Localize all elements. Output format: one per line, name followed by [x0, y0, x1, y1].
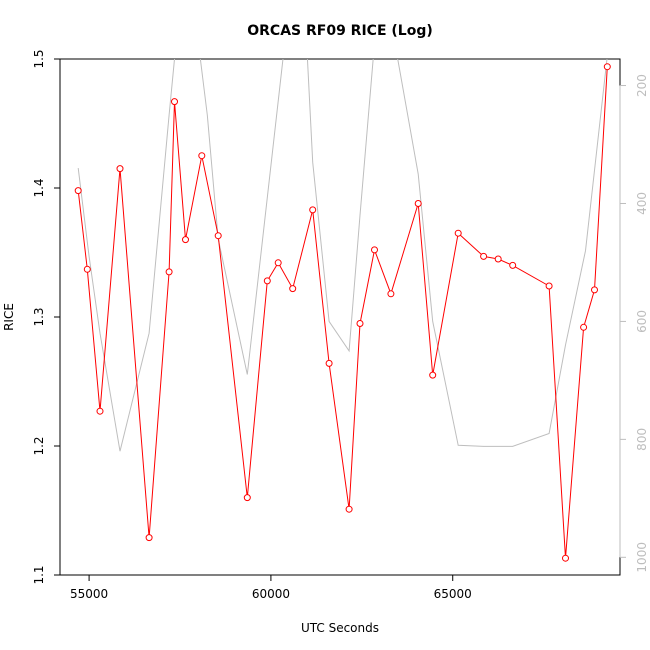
- plot-frame: [59, 58, 621, 576]
- y2-tick-label: 400: [635, 192, 649, 215]
- data-point: [494, 255, 502, 263]
- data-point: [480, 252, 488, 260]
- data-point: [274, 259, 282, 267]
- data-point: [356, 320, 364, 327]
- data-point: [263, 277, 271, 285]
- x-tick-label: 65000: [434, 587, 472, 601]
- data-point: [171, 98, 178, 106]
- y2-tick-label: 600: [635, 310, 649, 333]
- data-point: [562, 554, 569, 562]
- data-point: [345, 505, 353, 513]
- data-point: [414, 200, 422, 207]
- data-point: [325, 359, 333, 367]
- data-point: [214, 232, 222, 240]
- data-point: [145, 534, 153, 542]
- data-point: [454, 229, 462, 237]
- x-tick-label: 55000: [70, 587, 108, 601]
- data-point: [83, 265, 91, 273]
- y2-tick-label: 800: [635, 428, 649, 451]
- data-point: [591, 286, 598, 294]
- data-point: [545, 282, 553, 290]
- x-axis-label: UTC Seconds: [301, 621, 379, 635]
- data-point: [429, 371, 437, 379]
- y-axis-left: 1.1 1.2 1.3 1.4 1.5: [32, 49, 61, 585]
- y-axis-right: 200 400 600 800 1000: [619, 74, 649, 573]
- data-point: [387, 290, 395, 298]
- data-point: [198, 152, 206, 160]
- y-tick-label: 1.4: [32, 178, 46, 197]
- data-point: [603, 63, 611, 71]
- data-point: [116, 165, 124, 173]
- data-point: [74, 187, 82, 195]
- y-tick-label: 1.1: [32, 565, 46, 584]
- chart-title: ORCAS RF09 RICE (Log): [247, 23, 433, 39]
- series-line-primary: [77, 66, 608, 559]
- data-point: [371, 246, 378, 254]
- data-point: [509, 261, 517, 269]
- data-point: [182, 236, 189, 244]
- series-line-secondary: [77, 59, 608, 452]
- data-point: [289, 285, 297, 293]
- y2-tick-label: 200: [635, 74, 649, 97]
- series-layer: [74, 59, 611, 562]
- y2-tick-label: 1000: [635, 542, 649, 573]
- y-tick-label: 1.2: [32, 436, 46, 455]
- y-axis-label: RICE: [2, 303, 16, 331]
- y-tick-label: 1.3: [32, 307, 46, 326]
- data-point: [165, 268, 173, 276]
- data-point: [309, 206, 317, 214]
- data-point: [580, 323, 588, 331]
- x-tick-label: 60000: [252, 587, 290, 601]
- y-tick-label: 1.5: [32, 49, 46, 68]
- x-axis: 55000 60000 65000: [70, 574, 472, 601]
- data-point: [243, 494, 251, 502]
- data-point: [96, 407, 104, 415]
